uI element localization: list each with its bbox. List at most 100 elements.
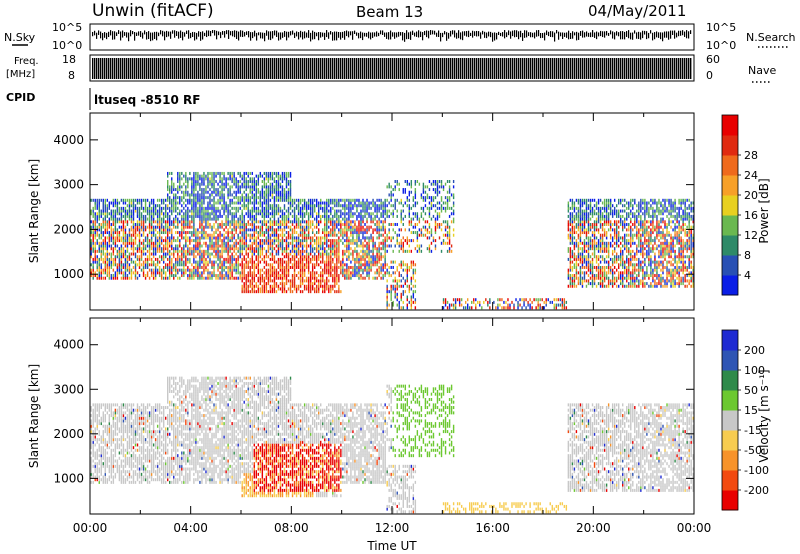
range-cell: [237, 222, 239, 226]
noise-sample: [304, 31, 306, 39]
range-cell: [94, 231, 96, 235]
freq-sample: [194, 58, 196, 79]
range-cell: [112, 220, 115, 224]
range-cell: [275, 268, 278, 272]
range-cell: [193, 233, 195, 237]
range-cell: [116, 239, 119, 243]
range-cell: [269, 222, 272, 226]
range-cell: [340, 228, 342, 232]
range-cell: [273, 287, 276, 291]
range-cell: [382, 247, 384, 251]
noise-sample: [126, 32, 128, 38]
range-cell: [221, 268, 223, 272]
range-cell: [191, 220, 193, 224]
range-cell: [316, 287, 318, 291]
range-cell: [177, 231, 179, 235]
range-cell: [144, 263, 147, 267]
range-cell: [215, 236, 217, 240]
range-cell: [148, 217, 151, 221]
range-cell: [414, 263, 417, 267]
range-cell: [229, 171, 231, 175]
range-cell: [350, 220, 352, 224]
range-cell: [116, 198, 119, 202]
range-cell: [273, 239, 276, 243]
range-cell: [267, 190, 270, 194]
range-cell: [330, 268, 332, 272]
range-cell: [285, 220, 288, 224]
range-cell: [279, 182, 282, 186]
range-cell: [207, 217, 209, 221]
freq-sample: [182, 58, 184, 79]
range-cell: [334, 198, 336, 202]
range-cell: [428, 212, 431, 216]
range-cell: [360, 276, 362, 280]
range-cell: [265, 177, 268, 181]
range-cell: [356, 231, 358, 235]
range-cell: [390, 274, 392, 278]
range-cell: [311, 236, 314, 240]
range-cell: [275, 228, 278, 232]
range-cell: [285, 260, 288, 264]
range-cell: [217, 233, 219, 237]
range-cell: [271, 228, 274, 232]
range-cell: [243, 196, 245, 200]
range-cell: [255, 255, 257, 259]
range-cell: [201, 180, 203, 184]
range-cell: [209, 247, 211, 251]
range-cell: [245, 225, 247, 229]
range-cell: [368, 265, 370, 269]
range-cell: [382, 201, 384, 205]
range-cell: [253, 185, 255, 189]
freq-sample: [224, 58, 226, 79]
range-cell: [185, 214, 187, 218]
range-cell: [400, 292, 402, 296]
range-cell: [124, 239, 127, 243]
range-cell: [251, 228, 253, 232]
range-cell: [233, 247, 235, 251]
range-cell: [376, 220, 378, 224]
range-cell: [332, 260, 334, 264]
range-cell: [287, 233, 290, 237]
range-cell: [400, 274, 402, 278]
range-cell: [213, 255, 215, 259]
range-cell: [106, 265, 109, 269]
range-cell: [297, 198, 300, 202]
range-cell: [201, 257, 203, 261]
range-cell: [257, 188, 260, 192]
range-cell: [195, 185, 197, 189]
range-cell: [307, 198, 310, 202]
range-cell: [263, 239, 266, 243]
range-cell: [100, 268, 102, 272]
range-cell: [148, 255, 151, 259]
freq-trace: [92, 58, 692, 79]
noise-sample: [450, 30, 452, 37]
noise-sample: [274, 30, 276, 36]
range-cell: [414, 182, 417, 186]
range-cell: [130, 268, 133, 272]
freq-sample: [458, 58, 460, 79]
range-cell: [348, 214, 350, 218]
range-cell: [392, 249, 394, 253]
range-cell: [108, 244, 111, 248]
range-cell: [378, 209, 380, 213]
range-cell: [283, 190, 286, 194]
range-cell: [199, 225, 201, 229]
range-cell: [124, 214, 127, 218]
range-cell: [263, 255, 266, 259]
range-cell: [261, 206, 264, 210]
range-cell: [332, 225, 334, 229]
range-cell: [422, 182, 425, 186]
range-cell: [144, 252, 147, 256]
range-cell: [205, 206, 207, 210]
range-cell: [402, 284, 404, 288]
range-cell: [215, 252, 217, 256]
freq-sample: [204, 58, 206, 79]
freq-sample: [178, 58, 180, 79]
range-cell: [336, 225, 338, 229]
range-cell: [434, 228, 437, 232]
range-cell: [295, 220, 298, 224]
noise-sample: [370, 32, 372, 40]
range-cell: [360, 239, 362, 243]
range-cell: [106, 222, 109, 226]
range-cell: [142, 214, 145, 218]
